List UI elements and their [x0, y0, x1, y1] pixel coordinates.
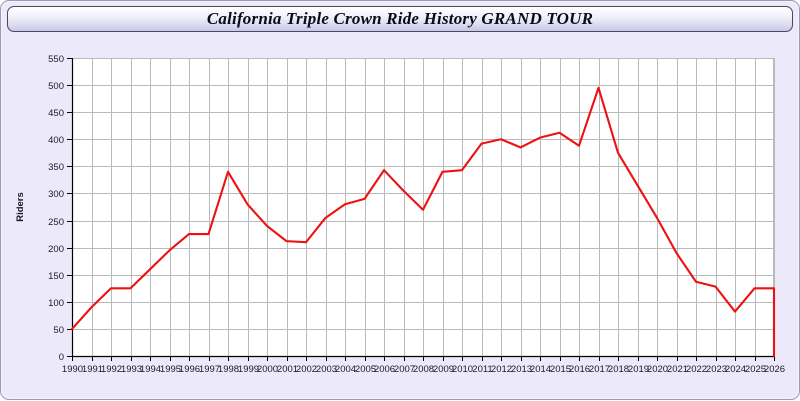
- x-tick-label: 2003: [316, 364, 337, 375]
- y-axis-title: Riders: [15, 192, 26, 222]
- y-axis-tick-labels: 0 50 100 150 200 250 300 350 400 450 500 550: [48, 54, 64, 363]
- window-title-bar: California Triple Crown Ride History GRA…: [7, 6, 793, 32]
- x-tick-label: 2000: [257, 364, 278, 375]
- axis-lines: [71, 58, 774, 358]
- gridlines: [72, 58, 775, 356]
- x-tick-label: 2023: [706, 364, 727, 375]
- x-tick-label: 1992: [101, 364, 122, 375]
- x-tick-label: 2007: [394, 364, 415, 375]
- x-tick-label: 2005: [355, 364, 376, 375]
- y-tick-label: 300: [48, 189, 64, 200]
- data-series-riders: [70, 86, 776, 358]
- x-tick-label: 2020: [647, 364, 668, 375]
- y-tick-label: 500: [48, 81, 64, 92]
- chart-plot-area: 0 50 100 150 200 250 300 350 400 450 500 550 1990 19…: [1, 35, 800, 401]
- x-tick-label: 2009: [433, 364, 454, 375]
- x-axis-tick-labels: 1990199119921993199419951996199719981999…: [62, 364, 785, 375]
- y-tick-label: 350: [48, 162, 64, 173]
- x-tick-label: 2018: [608, 364, 629, 375]
- x-tick-label: 1997: [199, 364, 220, 375]
- x-tick-label: 2008: [413, 364, 434, 375]
- x-tick-label: 1999: [238, 364, 259, 375]
- x-tick-label: 1998: [218, 364, 239, 375]
- page-title: California Triple Crown Ride History GRA…: [206, 9, 594, 28]
- x-tick-label: 1994: [140, 364, 161, 375]
- x-tick-label: 2024: [725, 364, 746, 375]
- x-tick-label: 2002: [296, 364, 317, 375]
- y-tick-label: 0: [59, 352, 64, 363]
- x-tick-label: 2013: [511, 364, 532, 375]
- x-tick-label: 2014: [530, 364, 551, 375]
- y-tick-label: 250: [48, 217, 64, 228]
- x-tick-label: 2022: [686, 364, 707, 375]
- y-tick-label: 50: [53, 325, 64, 336]
- x-tick-label: 2025: [745, 364, 766, 375]
- x-tick-label: 2010: [452, 364, 473, 375]
- x-tick-label: 2026: [764, 364, 785, 375]
- y-axis-ticks: [67, 58, 72, 357]
- x-tick-label: 2012: [491, 364, 512, 375]
- x-tick-label: 2011: [472, 364, 492, 375]
- y-tick-label: 150: [48, 271, 64, 282]
- x-tick-label: 1990: [62, 364, 83, 375]
- x-tick-label: 2016: [569, 364, 590, 375]
- x-tick-label: 1996: [179, 364, 200, 375]
- x-tick-label: 2004: [335, 364, 356, 375]
- y-tick-label: 200: [48, 244, 64, 255]
- y-tick-label: 550: [48, 54, 64, 65]
- x-tick-label: 1993: [121, 364, 142, 375]
- x-tick-label: 2001: [277, 364, 298, 375]
- x-tick-label: 1991: [82, 364, 103, 375]
- y-tick-label: 100: [48, 298, 64, 309]
- x-tick-label: 2017: [589, 364, 610, 375]
- x-tick-label: 2006: [374, 364, 395, 375]
- y-tick-label: 450: [48, 108, 64, 119]
- x-tick-label: 2015: [550, 364, 571, 375]
- x-tick-label: 2021: [667, 364, 688, 375]
- x-tick-label: 1995: [160, 364, 181, 375]
- y-tick-label: 400: [48, 135, 64, 146]
- x-tick-label: 2019: [628, 364, 649, 375]
